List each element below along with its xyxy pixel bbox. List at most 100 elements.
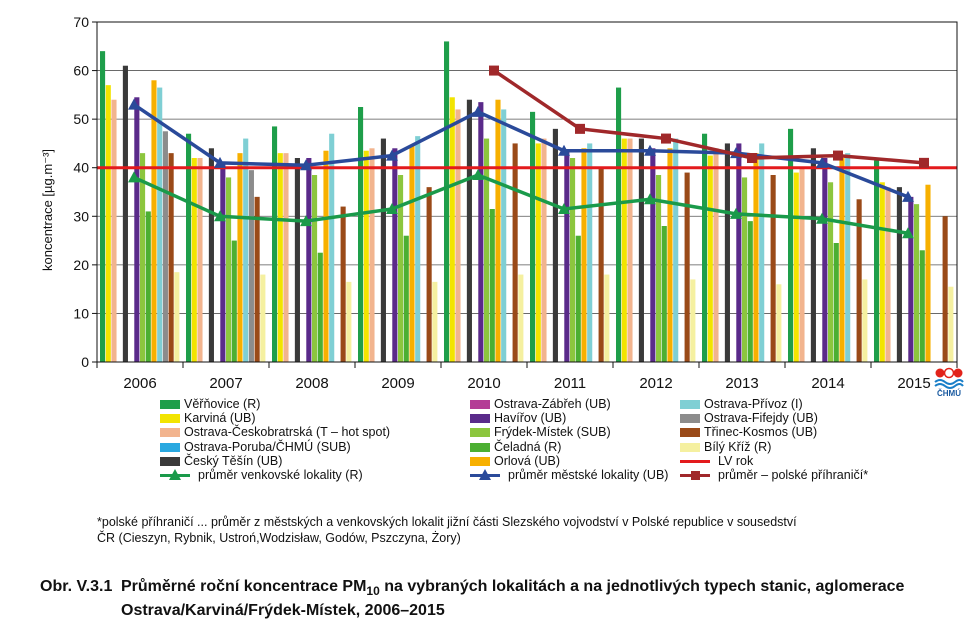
bar (862, 279, 868, 362)
bar (828, 182, 834, 362)
line-marker (747, 153, 757, 163)
bar (317, 252, 323, 362)
legend-label: Frýdek-Místek (SUB) (494, 425, 611, 440)
bar (564, 150, 570, 362)
line-marker (300, 215, 312, 227)
bar (747, 221, 753, 362)
bar (134, 97, 140, 363)
bar (168, 153, 174, 362)
bar (713, 148, 719, 362)
bar (409, 145, 415, 362)
bar (512, 143, 518, 362)
y-tick-label: 0 (81, 354, 89, 370)
line-marker (558, 144, 570, 156)
line-marker (902, 227, 914, 239)
legend-label: Třinec-Kosmos (UB) (704, 425, 818, 440)
bar (656, 175, 662, 362)
bar (248, 170, 254, 362)
bar (174, 272, 180, 362)
bar (667, 148, 673, 362)
bar (724, 143, 730, 362)
bar (530, 111, 536, 362)
bar (162, 131, 168, 362)
bar (197, 158, 203, 362)
bar (358, 107, 364, 362)
legend-label: Ostrava-Fifejdy (UB) (704, 411, 818, 426)
bar (690, 279, 696, 362)
bar (277, 153, 283, 362)
bar (770, 175, 776, 362)
x-tick-label: 2012 (639, 375, 672, 392)
line-marker (816, 156, 828, 168)
x-tick-label: 2009 (381, 375, 414, 392)
x-tick-label: 2014 (811, 375, 844, 392)
bar (478, 102, 484, 363)
line-marker (902, 190, 914, 202)
bar (788, 128, 794, 362)
line-marker (644, 144, 656, 156)
legend-marker (479, 469, 491, 480)
legend-swatch (160, 442, 180, 452)
bar (541, 138, 547, 362)
footnote-line-1: *polské příhraničí ... průměr z městskýc… (97, 515, 797, 529)
bar (919, 250, 925, 362)
axes: 0 10 20 30 40 50 60 70 2006 2007 2008 2009 2010 2011 2… (73, 14, 958, 392)
bar (231, 240, 237, 362)
legend-swatch (680, 442, 700, 452)
line-group (97, 65, 957, 239)
bar (793, 172, 799, 362)
bar (340, 206, 346, 362)
bar (885, 187, 891, 362)
bar (220, 162, 226, 362)
x-tick-label: 2007 (209, 375, 242, 392)
bar (942, 216, 948, 362)
bar (845, 153, 851, 362)
bar (604, 274, 610, 362)
legend-label: Orlová (UB) (494, 453, 560, 468)
bar (151, 80, 157, 363)
y-tick-label: 20 (73, 257, 89, 273)
line-marker (300, 159, 312, 171)
legend-label: Karviná (UB) (184, 411, 256, 426)
legend-marker (169, 469, 181, 480)
bar (122, 65, 128, 362)
bar (495, 99, 501, 362)
legend-label: průměr – polské příhraničí* (718, 468, 869, 482)
line-marker (472, 105, 484, 117)
legend-marker (691, 471, 700, 480)
legend-swatch (680, 414, 700, 424)
y-tick-label: 60 (73, 63, 89, 79)
bar (535, 143, 541, 362)
bar (501, 109, 507, 362)
legend-label: Čeladná (R) (494, 439, 562, 454)
x-tick-label: 2006 (123, 375, 156, 392)
footnote-line-2: ČR (Cieszyn, Rybnik, Ustroń,Wodzisław, G… (97, 531, 461, 545)
legend-swatch (680, 428, 700, 438)
bar (415, 136, 421, 362)
line-marker (575, 123, 585, 134)
line-marker (128, 98, 140, 110)
legend-swatch (470, 442, 490, 452)
bar (426, 187, 432, 362)
svg-text:ČHMÚ: ČHMÚ (937, 389, 961, 397)
bar (684, 172, 690, 362)
bar (294, 158, 300, 362)
bar (874, 160, 880, 362)
bar (312, 175, 318, 362)
x-tick-label: 2011 (554, 375, 586, 392)
bar (346, 281, 352, 362)
bar (587, 143, 593, 362)
bar (449, 97, 455, 363)
series-line (133, 173, 909, 236)
bar (191, 158, 197, 362)
bar (145, 211, 151, 362)
legend-swatch (680, 400, 700, 409)
bar (260, 274, 266, 362)
bar (329, 133, 335, 362)
x-tick-label: 2008 (295, 375, 328, 392)
bar (100, 51, 106, 363)
bar (736, 143, 742, 362)
line-marker (214, 210, 226, 222)
bar (776, 284, 782, 362)
bar (822, 158, 828, 362)
